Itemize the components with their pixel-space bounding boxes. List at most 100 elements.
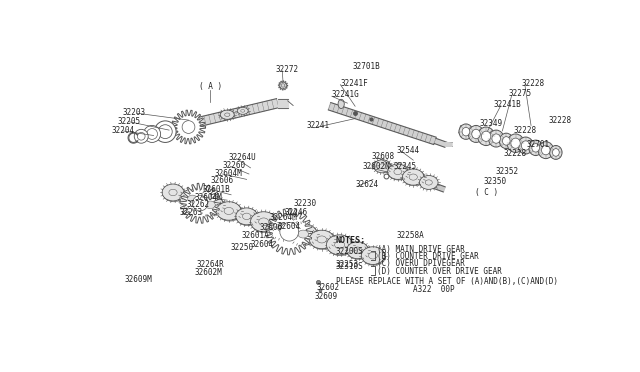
Ellipse shape <box>488 130 504 147</box>
Ellipse shape <box>338 99 344 109</box>
Text: 32352: 32352 <box>495 167 518 176</box>
Text: 32246: 32246 <box>285 208 308 217</box>
Text: 32310S: 32310S <box>336 262 364 271</box>
Ellipse shape <box>241 109 245 112</box>
Text: 32604: 32604 <box>278 222 301 231</box>
Ellipse shape <box>481 131 491 141</box>
Text: 32228: 32228 <box>514 126 537 135</box>
Ellipse shape <box>499 133 513 148</box>
Ellipse shape <box>224 208 234 215</box>
Ellipse shape <box>347 242 368 259</box>
Text: 32205: 32205 <box>117 117 140 126</box>
Text: (D) COUNTER OVER DRIVE GEAR: (D) COUNTER OVER DRIVE GEAR <box>377 267 502 276</box>
Circle shape <box>143 125 161 142</box>
Text: 32624: 32624 <box>355 180 378 189</box>
Ellipse shape <box>298 230 308 238</box>
Ellipse shape <box>268 217 298 239</box>
Ellipse shape <box>218 203 242 221</box>
Ellipse shape <box>188 195 197 202</box>
Text: 32602: 32602 <box>316 283 339 292</box>
Ellipse shape <box>462 128 470 136</box>
Ellipse shape <box>518 137 533 154</box>
Ellipse shape <box>180 189 205 208</box>
Ellipse shape <box>394 169 401 174</box>
Ellipse shape <box>379 164 385 169</box>
Text: ( C ): ( C ) <box>476 188 499 197</box>
Text: 32241F: 32241F <box>340 78 368 88</box>
Text: 32609: 32609 <box>314 292 337 301</box>
Ellipse shape <box>237 209 259 226</box>
Ellipse shape <box>250 212 277 232</box>
Ellipse shape <box>477 127 495 145</box>
Ellipse shape <box>388 164 408 179</box>
Text: 32604M: 32604M <box>215 169 243 178</box>
Ellipse shape <box>197 195 223 215</box>
Polygon shape <box>459 126 557 154</box>
Polygon shape <box>446 142 452 146</box>
Text: 32601B: 32601B <box>202 185 230 194</box>
Circle shape <box>138 132 145 140</box>
Ellipse shape <box>369 252 378 259</box>
Text: 32272: 32272 <box>275 65 298 74</box>
Ellipse shape <box>353 247 362 253</box>
Circle shape <box>134 129 148 143</box>
Text: 32601A: 32601A <box>241 231 269 240</box>
Ellipse shape <box>552 149 559 156</box>
Ellipse shape <box>252 213 278 232</box>
Ellipse shape <box>162 184 184 201</box>
Ellipse shape <box>472 129 480 139</box>
Text: 32230: 32230 <box>294 199 317 208</box>
Ellipse shape <box>529 140 543 155</box>
Text: 32701B: 32701B <box>353 62 381 71</box>
Text: 32241: 32241 <box>307 121 330 130</box>
Ellipse shape <box>409 174 417 180</box>
Ellipse shape <box>538 142 554 158</box>
Text: 32228: 32228 <box>522 78 545 88</box>
Text: 32204: 32204 <box>111 126 134 135</box>
Ellipse shape <box>335 241 344 248</box>
Text: 32253: 32253 <box>336 260 359 269</box>
Ellipse shape <box>522 141 530 150</box>
Ellipse shape <box>259 218 269 225</box>
Polygon shape <box>164 188 383 260</box>
Polygon shape <box>434 138 447 147</box>
Ellipse shape <box>532 144 540 152</box>
Polygon shape <box>180 183 220 223</box>
Ellipse shape <box>278 224 289 232</box>
Text: 32262: 32262 <box>187 200 210 209</box>
Ellipse shape <box>243 213 251 219</box>
Ellipse shape <box>362 248 385 265</box>
Text: 32245: 32245 <box>393 162 416 171</box>
Circle shape <box>280 222 299 241</box>
Text: A322  00P: A322 00P <box>413 285 455 294</box>
Polygon shape <box>172 110 205 144</box>
Text: NOTES;: NOTES; <box>336 236 365 245</box>
Text: 32228: 32228 <box>503 150 526 158</box>
Text: 32606: 32606 <box>260 222 283 232</box>
Polygon shape <box>199 99 278 126</box>
Circle shape <box>182 121 195 134</box>
Ellipse shape <box>205 201 215 209</box>
Ellipse shape <box>237 108 248 114</box>
Text: 32604M: 32604M <box>195 193 223 202</box>
Polygon shape <box>266 209 312 255</box>
Ellipse shape <box>220 110 234 119</box>
Ellipse shape <box>216 202 241 220</box>
Ellipse shape <box>502 137 510 145</box>
Circle shape <box>282 84 285 87</box>
Text: 32258A: 32258A <box>396 231 424 240</box>
Text: 32275: 32275 <box>509 89 532 99</box>
Ellipse shape <box>468 125 484 142</box>
Ellipse shape <box>425 180 432 185</box>
Text: 32250: 32250 <box>230 243 253 251</box>
Ellipse shape <box>541 145 550 155</box>
Text: 32606: 32606 <box>210 176 234 185</box>
Ellipse shape <box>550 145 562 159</box>
Text: 32203: 32203 <box>123 108 146 117</box>
Ellipse shape <box>163 185 185 202</box>
Text: 32200S: 32200S <box>336 247 364 256</box>
Ellipse shape <box>374 160 391 173</box>
Ellipse shape <box>403 169 424 185</box>
Text: 32264U: 32264U <box>229 153 257 161</box>
Text: 32264M: 32264M <box>269 213 297 222</box>
